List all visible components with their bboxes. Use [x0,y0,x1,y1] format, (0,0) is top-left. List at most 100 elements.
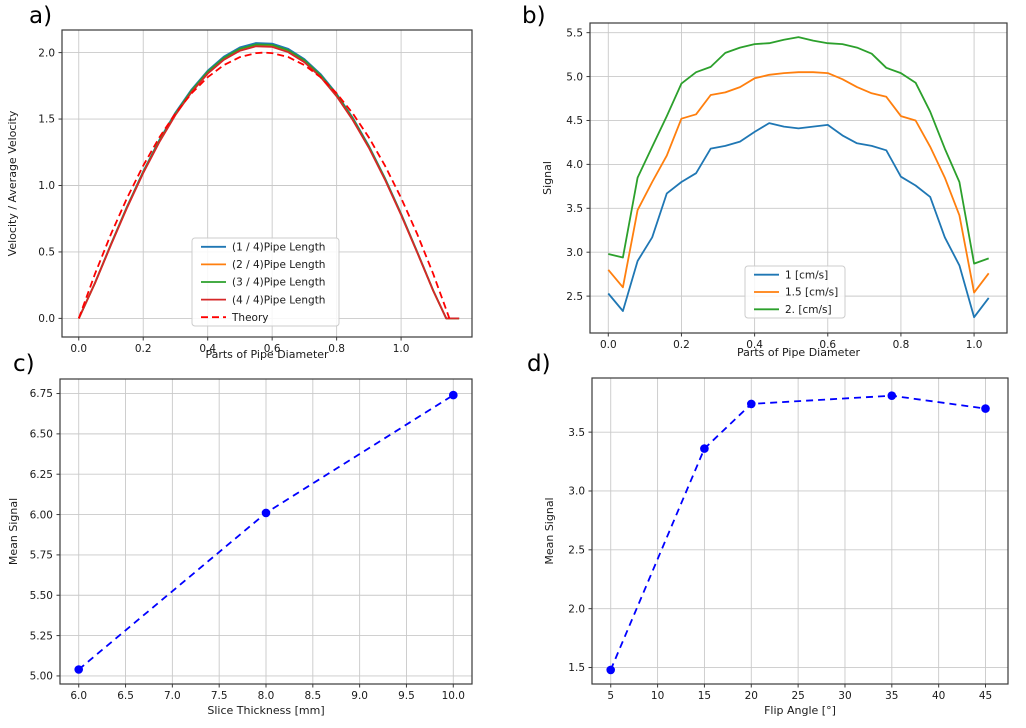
svg-text:1.0: 1.0 [393,343,410,355]
tick-labels: 0.0 0.2 0.4 0.6 0.8 1.0 0.0 0.5 1.0 1.5 2.0 [38,47,409,355]
tick-labels: 6.0 6.5 7.0 7.5 8.0 8.5 9.0 9.5 10.0 5.00 5.25 5.50… [30,388,465,702]
grid-lines [592,378,1008,684]
grid-lines [590,23,1007,333]
svg-text:0.0: 0.0 [600,339,617,351]
x-axis-label: Flip Angle [°] [764,704,836,717]
svg-text:7.0: 7.0 [164,690,181,702]
legend-entry-label: (2 / 4)Pipe Length [232,259,325,271]
panel-label-a: a) [29,3,53,29]
svg-text:2.0: 2.0 [38,47,55,59]
legend: (1 / 4)Pipe Length (2 / 4)Pipe Length (3 /… [191,237,340,327]
svg-text:5.0: 5.0 [566,71,583,83]
chart-d: 5 10 15 20 25 30 35 40 45 1.5 2.0 2.5 3.0 3.5 Flip Ang… [543,377,1009,717]
svg-text:7.5: 7.5 [211,690,228,702]
svg-text:5.75: 5.75 [30,550,53,562]
data-point-marker [887,391,897,400]
y-axis-label: Velocity / Average Velocity [6,110,19,256]
svg-text:3.5: 3.5 [566,203,583,215]
panel-label-c: c) [13,351,35,377]
series-mean-signal [606,391,990,675]
legend-entry-label: 2. [cm/s] [785,304,832,316]
svg-text:9.0: 9.0 [351,690,368,702]
svg-text:45: 45 [979,690,992,702]
legend-entry-label: 1 [cm/s] [785,269,828,281]
y-axis-label: Signal [541,161,554,195]
svg-text:10.0: 10.0 [442,690,465,702]
svg-text:6.50: 6.50 [30,429,53,441]
svg-text:0.6: 0.6 [819,339,836,351]
svg-text:0.2: 0.2 [135,343,152,355]
svg-text:3.0: 3.0 [566,247,583,259]
svg-text:0.0: 0.0 [70,343,87,355]
y-axis-label: Mean Signal [543,497,556,564]
svg-text:1.5: 1.5 [38,114,55,126]
chart-a: 0.0 0.2 0.4 0.6 0.8 1.0 0.0 0.5 1.0 1.5 2.0 Parts o… [6,29,473,361]
legend: 1 [cm/s] 1.5 [cm/s] 2. [cm/s] [744,265,846,319]
svg-text:3.0: 3.0 [568,486,585,498]
svg-text:6.0: 6.0 [70,690,87,702]
legend-entry-label: Theory [231,312,268,324]
svg-text:8.5: 8.5 [304,690,321,702]
series-2-cm-s- [608,36,990,265]
x-axis-label: Slice Thickness [mm] [207,704,324,717]
svg-text:35: 35 [885,690,898,702]
series-theory [77,51,451,319]
data-point-marker [981,404,990,413]
tick-labels: 5 10 15 20 25 30 35 40 45 1.5 2.0 2.5 3.0 3.5 [568,427,992,702]
svg-text:0.2: 0.2 [673,339,690,351]
series-1-5-cm-s- [607,71,990,294]
data-point-marker [449,390,458,400]
svg-text:8.0: 8.0 [258,690,275,702]
svg-text:5.25: 5.25 [30,630,53,642]
svg-text:9.5: 9.5 [398,690,415,702]
chart-b: 0.0 0.2 0.4 0.6 0.8 1.0 2.5 3.0 3.5 4.0 4.5 5.0 5.5 P… [541,22,1008,359]
panel-label-d: d) [527,351,551,377]
svg-text:0.4: 0.4 [746,339,763,351]
grid-lines [60,379,472,684]
svg-text:5.00: 5.00 [30,671,53,683]
svg-text:4.0: 4.0 [566,159,583,171]
data-point-marker [747,399,756,409]
svg-text:0.4: 0.4 [199,343,216,355]
data-point-marker [606,665,615,675]
x-axis-label: Parts of Pipe Diameter [737,346,861,359]
svg-text:6.25: 6.25 [30,469,53,481]
axes-box [61,29,473,338]
svg-text:10: 10 [651,690,664,702]
series-1-cm-s- [607,122,990,319]
data-point-marker [700,444,709,453]
legend-entry-label: 1.5 [cm/s] [785,287,838,299]
svg-text:0.0: 0.0 [38,313,55,325]
svg-text:0.5: 0.5 [38,247,55,259]
svg-text:15: 15 [698,690,711,702]
svg-text:20: 20 [745,690,758,702]
svg-text:0.8: 0.8 [328,343,345,355]
svg-text:6.5: 6.5 [117,690,134,702]
svg-text:6.00: 6.00 [30,509,53,521]
svg-text:4.5: 4.5 [566,115,583,127]
panel-label-b: b) [522,3,546,29]
legend-entry-label: (1 / 4)Pipe Length [232,242,325,254]
svg-text:5: 5 [607,690,614,702]
svg-text:5.5: 5.5 [566,27,583,39]
data-point-marker [74,665,83,674]
data-point-marker [261,508,271,518]
svg-text:1.0: 1.0 [966,339,983,351]
legend-entry-label: (4 / 4)Pipe Length [232,294,325,306]
svg-text:25: 25 [791,690,804,702]
svg-text:2.0: 2.0 [568,603,585,615]
tick-labels: 0.0 0.2 0.4 0.6 0.8 1.0 2.5 3.0 3.5 4.0 4.5 5.0 5.5 [566,27,982,351]
svg-text:30: 30 [838,690,851,702]
svg-text:6.75: 6.75 [30,388,53,400]
axes-box [591,377,1009,685]
series--4-4-pipe-length [77,45,460,320]
x-axis-label: Parts of Pipe Diameter [205,348,329,361]
y-axis-label: Mean Signal [7,498,20,565]
svg-text:2.5: 2.5 [566,291,583,303]
svg-text:0.8: 0.8 [893,339,910,351]
svg-text:1.0: 1.0 [38,180,55,192]
svg-text:2.5: 2.5 [568,545,585,557]
axes-box [589,22,1008,334]
svg-text:3.5: 3.5 [568,427,585,439]
